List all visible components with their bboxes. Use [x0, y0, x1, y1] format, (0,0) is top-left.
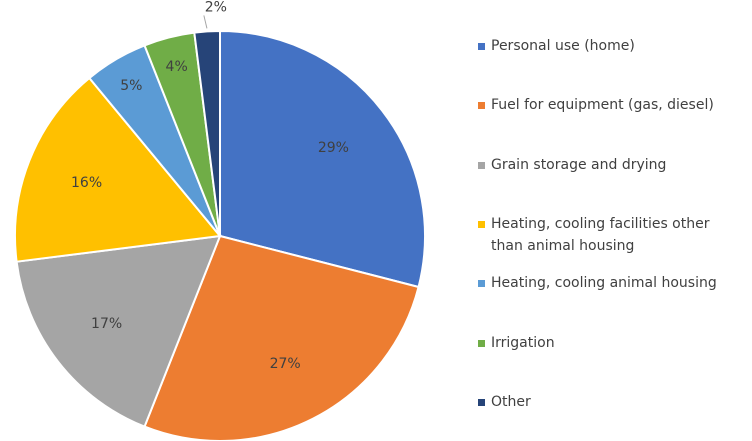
data-label: 17% [91, 316, 122, 332]
data-label: 29% [318, 140, 349, 156]
data-label: 16% [71, 175, 102, 191]
data-label: 2% [205, 0, 227, 15]
legend-item: Irrigation [478, 332, 743, 354]
leader-line [203, 15, 208, 29]
data-label: 4% [166, 59, 188, 75]
data-label: 27% [270, 356, 301, 372]
legend-item: Heating, cooling facilities other than a… [478, 213, 743, 257]
legend-label: Heating, cooling animal housing [491, 275, 717, 292]
legend-label: Irrigation [491, 334, 555, 351]
legend-label: Personal use (home) [491, 38, 635, 54]
legend-label: Fuel for equipment (gas, diesel) [491, 97, 714, 114]
legend-swatch [478, 43, 485, 50]
legend-item: Other [478, 391, 743, 413]
legend-item: Grain storage and drying [478, 154, 743, 176]
legend-item: Heating, cooling animal housing [478, 272, 743, 294]
pie-slice [193, 29, 221, 237]
legend-swatch [478, 161, 485, 169]
pie-slice [14, 76, 222, 263]
legend-item: Fuel for equipment (gas, diesel) [478, 94, 743, 116]
legend-swatch [478, 339, 485, 347]
legend-swatch [478, 220, 485, 228]
legend-item: Personal use (home) [478, 35, 743, 57]
legend-label: Other [491, 393, 531, 410]
legend-swatch [478, 280, 485, 288]
legend-swatch [478, 398, 485, 406]
pie-slice [219, 29, 426, 289]
legend-swatch [478, 102, 485, 110]
legend-label: Heating, cooling facilities other than a… [491, 215, 710, 254]
legend-label: Grain storage and drying [491, 156, 667, 173]
pie-slice [143, 234, 420, 441]
pie-slice [15, 234, 222, 428]
data-label: 5% [120, 78, 142, 94]
